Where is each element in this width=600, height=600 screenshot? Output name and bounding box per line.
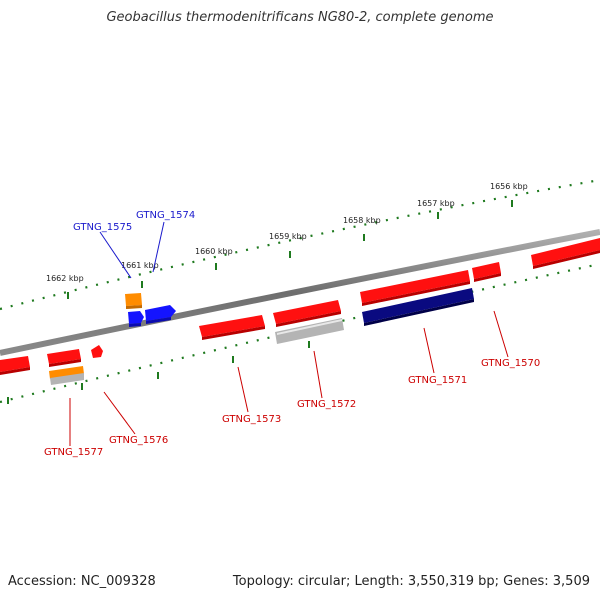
gene-gray-1577[interactable] xyxy=(50,373,84,385)
gene-label[interactable]: GTNG_1577 xyxy=(44,447,103,458)
gene-red-1571[interactable] xyxy=(360,270,470,303)
kbp-label: 1661 kbp xyxy=(121,261,159,270)
gene-blue-1574[interactable] xyxy=(145,305,176,321)
gene-label[interactable]: GTNG_1575 xyxy=(73,222,132,233)
forward-strand-genes xyxy=(0,238,600,375)
gene-red-1570[interactable] xyxy=(472,262,501,279)
kbp-label: 1658 kbp xyxy=(343,216,381,225)
kbp-label: 1662 kbp xyxy=(46,274,84,283)
gene-navy-1571[interactable] xyxy=(362,288,474,323)
gene-label[interactable]: GTNG_1574 xyxy=(136,210,195,221)
gene-label[interactable]: GTNG_1576 xyxy=(109,435,168,446)
kbp-label: 1659 kbp xyxy=(269,232,307,241)
gene-red-1576[interactable] xyxy=(91,345,103,358)
genome-backbone xyxy=(0,229,600,356)
kbp-label: 1656 kbp xyxy=(490,182,528,191)
gene-red-edge-left[interactable] xyxy=(0,356,30,372)
gene-label[interactable]: GTNG_1571 xyxy=(408,375,467,386)
gene-blue-1575b[interactable] xyxy=(128,311,144,324)
genome-summary-text: Topology: circular; Length: 3,550,319 bp… xyxy=(232,574,590,589)
gene-red-edge-right[interactable] xyxy=(531,238,600,266)
label-leader-lines xyxy=(69,221,509,446)
upper-tick-track xyxy=(0,178,600,311)
kbp-label: 1657 kbp xyxy=(417,199,455,208)
map-title: Geobacillus thermodenitrificans NG80-2, … xyxy=(106,10,494,25)
gene-label[interactable]: GTNG_1572 xyxy=(297,399,356,410)
gene-label[interactable]: GTNG_1573 xyxy=(222,414,281,425)
gene-orange-1575[interactable] xyxy=(125,293,142,306)
reverse-strand-genes xyxy=(49,288,474,385)
upper-major-ticks xyxy=(67,200,513,299)
gene-red-1573[interactable] xyxy=(199,315,265,337)
kbp-label: 1660 kbp xyxy=(195,247,233,256)
gene-label[interactable]: GTNG_1570 xyxy=(481,358,540,369)
gene-red-1577[interactable] xyxy=(47,349,81,364)
gene-gray-1572[interactable] xyxy=(275,318,344,344)
accession-text: Accession: NC_009328 xyxy=(8,574,156,589)
gene-orange-1577[interactable] xyxy=(49,366,84,379)
gene-red-1572[interactable] xyxy=(273,300,341,324)
